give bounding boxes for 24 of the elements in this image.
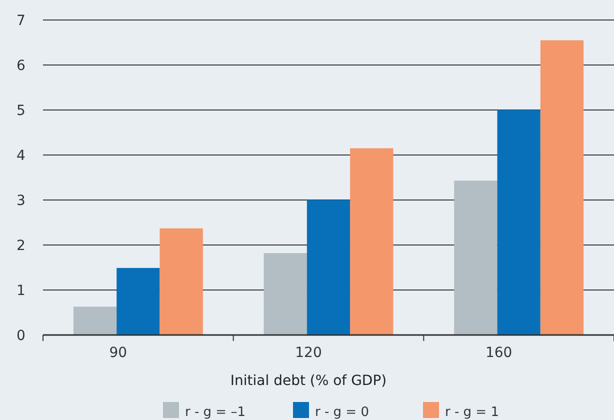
- bar: [350, 148, 394, 335]
- legend-label: r - g = 1: [445, 405, 499, 420]
- x-tick-label: 160: [485, 345, 512, 361]
- x-axis-title: Initial debt (% of GDP): [230, 373, 387, 389]
- y-tick-label: 6: [16, 58, 26, 74]
- bar: [454, 180, 498, 335]
- bar: [497, 110, 540, 335]
- x-tick-label: 120: [295, 345, 322, 361]
- bar: [264, 253, 307, 335]
- y-tick-label: 0: [16, 328, 26, 344]
- bar: [306, 200, 350, 335]
- y-tick-label: 3: [16, 192, 26, 209]
- x-tick-label: 90: [109, 345, 128, 361]
- bar: [116, 268, 160, 335]
- y-tick-label: 5: [16, 102, 26, 119]
- legend-label: r - g = 0: [315, 405, 369, 420]
- bar: [540, 40, 584, 335]
- bar: [160, 228, 203, 335]
- y-tick-label: 7: [16, 12, 26, 29]
- y-tick-label: 2: [16, 238, 26, 254]
- bar: [73, 306, 117, 335]
- legend-label: r - g = –1: [185, 405, 246, 420]
- y-tick-label: 4: [16, 148, 26, 164]
- y-tick-label: 1: [16, 282, 26, 299]
